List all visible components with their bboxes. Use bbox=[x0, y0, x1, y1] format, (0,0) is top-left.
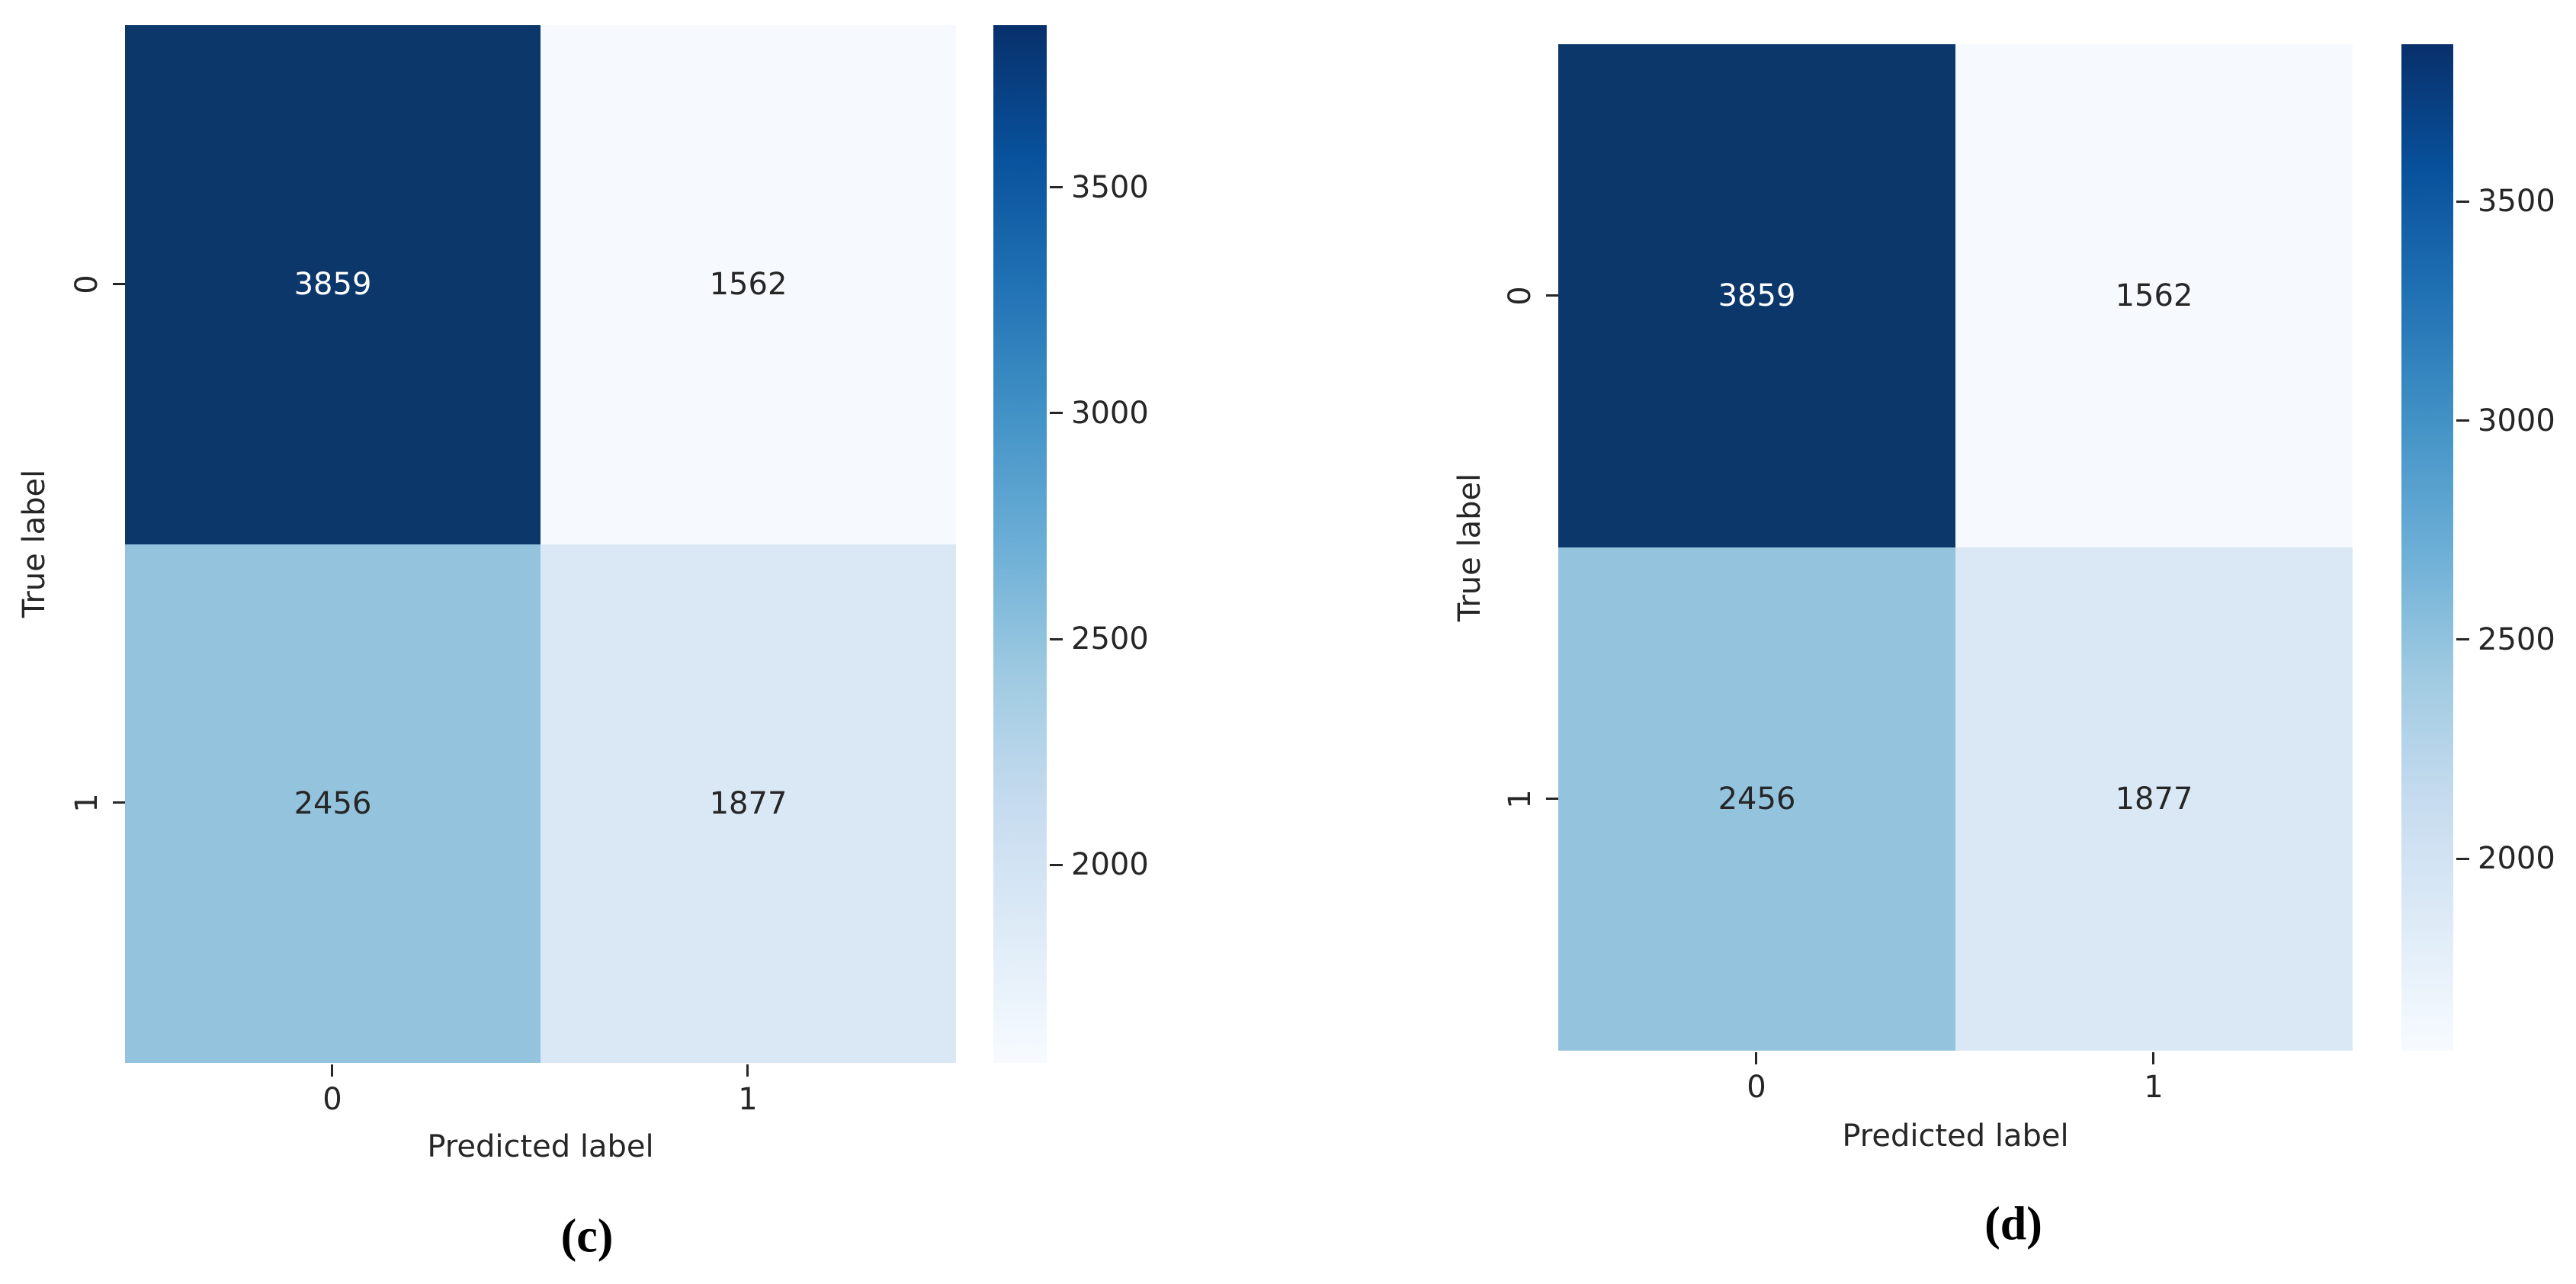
colorbar-tick: 2500 bbox=[1047, 621, 1149, 656]
colorbar-tick-mark bbox=[1050, 412, 1063, 415]
colorbar-tick: 2500 bbox=[2453, 622, 2555, 657]
colorbar-tick-mark bbox=[2456, 857, 2469, 860]
colorbar-tick-mark bbox=[2456, 638, 2469, 641]
colorbar-tick: 3000 bbox=[2453, 403, 2555, 438]
x-tick-mark bbox=[1755, 1052, 1757, 1064]
y-tick-mark bbox=[1546, 294, 1558, 297]
colorbar-tick-label: 3500 bbox=[1071, 169, 1149, 205]
colorbar-tick-label: 2500 bbox=[2478, 621, 2555, 657]
confusion-matrix-d: 3859 1562 2456 1877 bbox=[1558, 44, 2353, 1051]
y-tick-label: 0 bbox=[1503, 286, 1538, 306]
matrix-cell-r0c0: 3859 bbox=[125, 25, 541, 544]
panel-caption-d: (d) bbox=[1984, 1198, 2042, 1250]
colorbar-c bbox=[993, 25, 1047, 1063]
colorbar-tick-label: 3000 bbox=[2478, 403, 2555, 438]
x-tick-label: 0 bbox=[322, 1082, 342, 1117]
y-tick-label: 1 bbox=[1503, 789, 1538, 809]
x-tick-label: 0 bbox=[1747, 1070, 1766, 1105]
colorbar-tick-mark bbox=[1050, 186, 1063, 189]
colorbar-tick: 3500 bbox=[1047, 170, 1149, 205]
y-tick-mark bbox=[1546, 798, 1558, 800]
colorbar-tick-label: 3500 bbox=[2478, 184, 2555, 220]
y-tick-mark bbox=[113, 283, 125, 285]
colorbar-tick-label: 2500 bbox=[1071, 621, 1149, 657]
x-axis-label: Predicted label bbox=[427, 1129, 654, 1164]
matrix-cell-r1c0: 2456 bbox=[125, 544, 541, 1063]
colorbar-tick-mark bbox=[1050, 637, 1063, 640]
matrix-cell-r1c1: 1877 bbox=[1955, 547, 2353, 1051]
y-tick-label: 1 bbox=[69, 793, 104, 813]
colorbar-tick: 2000 bbox=[1047, 847, 1149, 882]
y-tick-label: 0 bbox=[69, 274, 104, 294]
colorbar-tick-mark bbox=[1050, 863, 1063, 866]
colorbar-tick-label: 3000 bbox=[1071, 395, 1149, 431]
x-tick-mark bbox=[2152, 1052, 2154, 1064]
colorbar-d bbox=[2401, 44, 2453, 1051]
matrix-cell-r0c1: 1562 bbox=[1955, 44, 2353, 547]
x-tick-mark bbox=[746, 1064, 749, 1077]
colorbar-tick-mark bbox=[2456, 419, 2469, 422]
panel-caption-c: (c) bbox=[560, 1210, 614, 1263]
matrix-cell-r1c1: 1877 bbox=[541, 544, 956, 1063]
colorbar-tick: 3500 bbox=[2453, 184, 2555, 219]
colorbar-tick: 2000 bbox=[2453, 841, 2555, 876]
y-axis-label: True label bbox=[17, 469, 52, 618]
x-tick-mark bbox=[331, 1064, 333, 1077]
x-axis-label: Predicted label bbox=[1842, 1119, 2069, 1154]
matrix-cell-r0c1: 1562 bbox=[541, 25, 956, 544]
x-tick-label: 1 bbox=[738, 1082, 758, 1117]
colorbar-tick: 3000 bbox=[1047, 396, 1149, 431]
x-tick-label: 1 bbox=[2144, 1070, 2164, 1105]
matrix-cell-r1c0: 2456 bbox=[1558, 547, 1955, 1051]
y-tick-mark bbox=[113, 801, 125, 804]
y-axis-label: True label bbox=[1452, 473, 1487, 622]
colorbar-tick-label: 2000 bbox=[2478, 841, 2555, 877]
colorbar-tick-label: 2000 bbox=[1071, 847, 1149, 883]
colorbar-tick-mark bbox=[2456, 200, 2469, 203]
matrix-cell-r0c0: 3859 bbox=[1558, 44, 1955, 547]
confusion-matrix-c: 3859 1562 2456 1877 bbox=[125, 25, 956, 1063]
